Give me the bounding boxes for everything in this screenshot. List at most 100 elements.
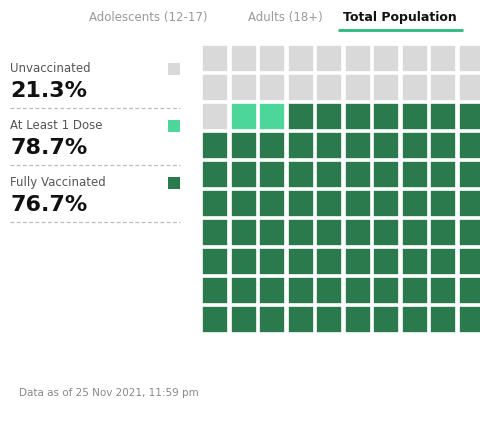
- Bar: [259, 277, 285, 303]
- Bar: [316, 248, 342, 274]
- Bar: [373, 132, 399, 159]
- Bar: [202, 45, 228, 71]
- Bar: [259, 74, 285, 100]
- Bar: [230, 190, 256, 216]
- Bar: [316, 161, 342, 187]
- Bar: [202, 103, 228, 130]
- Bar: [316, 306, 342, 333]
- Bar: [345, 161, 371, 187]
- Text: Data as of 25 Nov 2021, 11:59 pm: Data as of 25 Nov 2021, 11:59 pm: [19, 388, 199, 398]
- Bar: [458, 132, 480, 159]
- Bar: [401, 161, 428, 187]
- Bar: [430, 306, 456, 333]
- Bar: [259, 306, 285, 333]
- Bar: [230, 132, 256, 159]
- Bar: [316, 45, 342, 71]
- Bar: [316, 277, 342, 303]
- Bar: [259, 103, 285, 130]
- Bar: [288, 219, 313, 246]
- Bar: [430, 219, 456, 246]
- Bar: [401, 74, 428, 100]
- Bar: [373, 306, 399, 333]
- Bar: [430, 45, 456, 71]
- Bar: [345, 74, 371, 100]
- Bar: [345, 132, 371, 159]
- Text: 78.7%: 78.7%: [10, 138, 87, 158]
- Bar: [401, 45, 428, 71]
- Bar: [401, 132, 428, 159]
- Bar: [373, 161, 399, 187]
- Bar: [259, 219, 285, 246]
- Bar: [316, 219, 342, 246]
- Bar: [259, 161, 285, 187]
- Bar: [202, 132, 228, 159]
- Text: 21.3%: 21.3%: [10, 81, 87, 101]
- Bar: [259, 132, 285, 159]
- Bar: [316, 190, 342, 216]
- Bar: [259, 45, 285, 71]
- Bar: [458, 306, 480, 333]
- Bar: [373, 103, 399, 130]
- Bar: [316, 74, 342, 100]
- Bar: [230, 306, 256, 333]
- Bar: [373, 277, 399, 303]
- Bar: [401, 219, 428, 246]
- Bar: [373, 219, 399, 246]
- Bar: [430, 74, 456, 100]
- Bar: [401, 248, 428, 274]
- Bar: [230, 248, 256, 274]
- Bar: [430, 248, 456, 274]
- Bar: [202, 248, 228, 274]
- Text: Adolescents (12-17): Adolescents (12-17): [89, 11, 207, 24]
- Bar: [401, 277, 428, 303]
- Bar: [202, 306, 228, 333]
- Bar: [316, 132, 342, 159]
- Bar: [288, 132, 313, 159]
- Bar: [202, 161, 228, 187]
- Bar: [345, 190, 371, 216]
- Bar: [458, 190, 480, 216]
- Bar: [230, 45, 256, 71]
- Bar: [458, 161, 480, 187]
- Bar: [288, 161, 313, 187]
- Text: Fully Vaccinated: Fully Vaccinated: [10, 176, 106, 189]
- Bar: [458, 74, 480, 100]
- Bar: [202, 277, 228, 303]
- Bar: [345, 306, 371, 333]
- Bar: [288, 248, 313, 274]
- Text: Adults (18+): Adults (18+): [248, 11, 323, 24]
- Bar: [288, 190, 313, 216]
- Bar: [345, 45, 371, 71]
- Bar: [430, 103, 456, 130]
- Bar: [345, 219, 371, 246]
- Bar: [168, 177, 180, 189]
- Bar: [373, 190, 399, 216]
- Bar: [288, 103, 313, 130]
- Bar: [230, 277, 256, 303]
- Bar: [373, 45, 399, 71]
- Bar: [401, 306, 428, 333]
- Bar: [168, 120, 180, 132]
- Bar: [202, 190, 228, 216]
- Bar: [458, 277, 480, 303]
- Bar: [288, 74, 313, 100]
- Bar: [168, 63, 180, 75]
- Bar: [458, 248, 480, 274]
- Text: 76.7%: 76.7%: [10, 195, 87, 215]
- Bar: [202, 74, 228, 100]
- Bar: [401, 103, 428, 130]
- Bar: [202, 219, 228, 246]
- Text: At Least 1 Dose: At Least 1 Dose: [10, 119, 103, 132]
- Bar: [288, 45, 313, 71]
- Bar: [430, 161, 456, 187]
- Bar: [288, 277, 313, 303]
- Bar: [430, 277, 456, 303]
- Bar: [230, 161, 256, 187]
- Bar: [259, 190, 285, 216]
- Text: Total Population: Total Population: [343, 11, 457, 24]
- Bar: [373, 248, 399, 274]
- Bar: [458, 45, 480, 71]
- Bar: [316, 103, 342, 130]
- Bar: [458, 219, 480, 246]
- Bar: [230, 219, 256, 246]
